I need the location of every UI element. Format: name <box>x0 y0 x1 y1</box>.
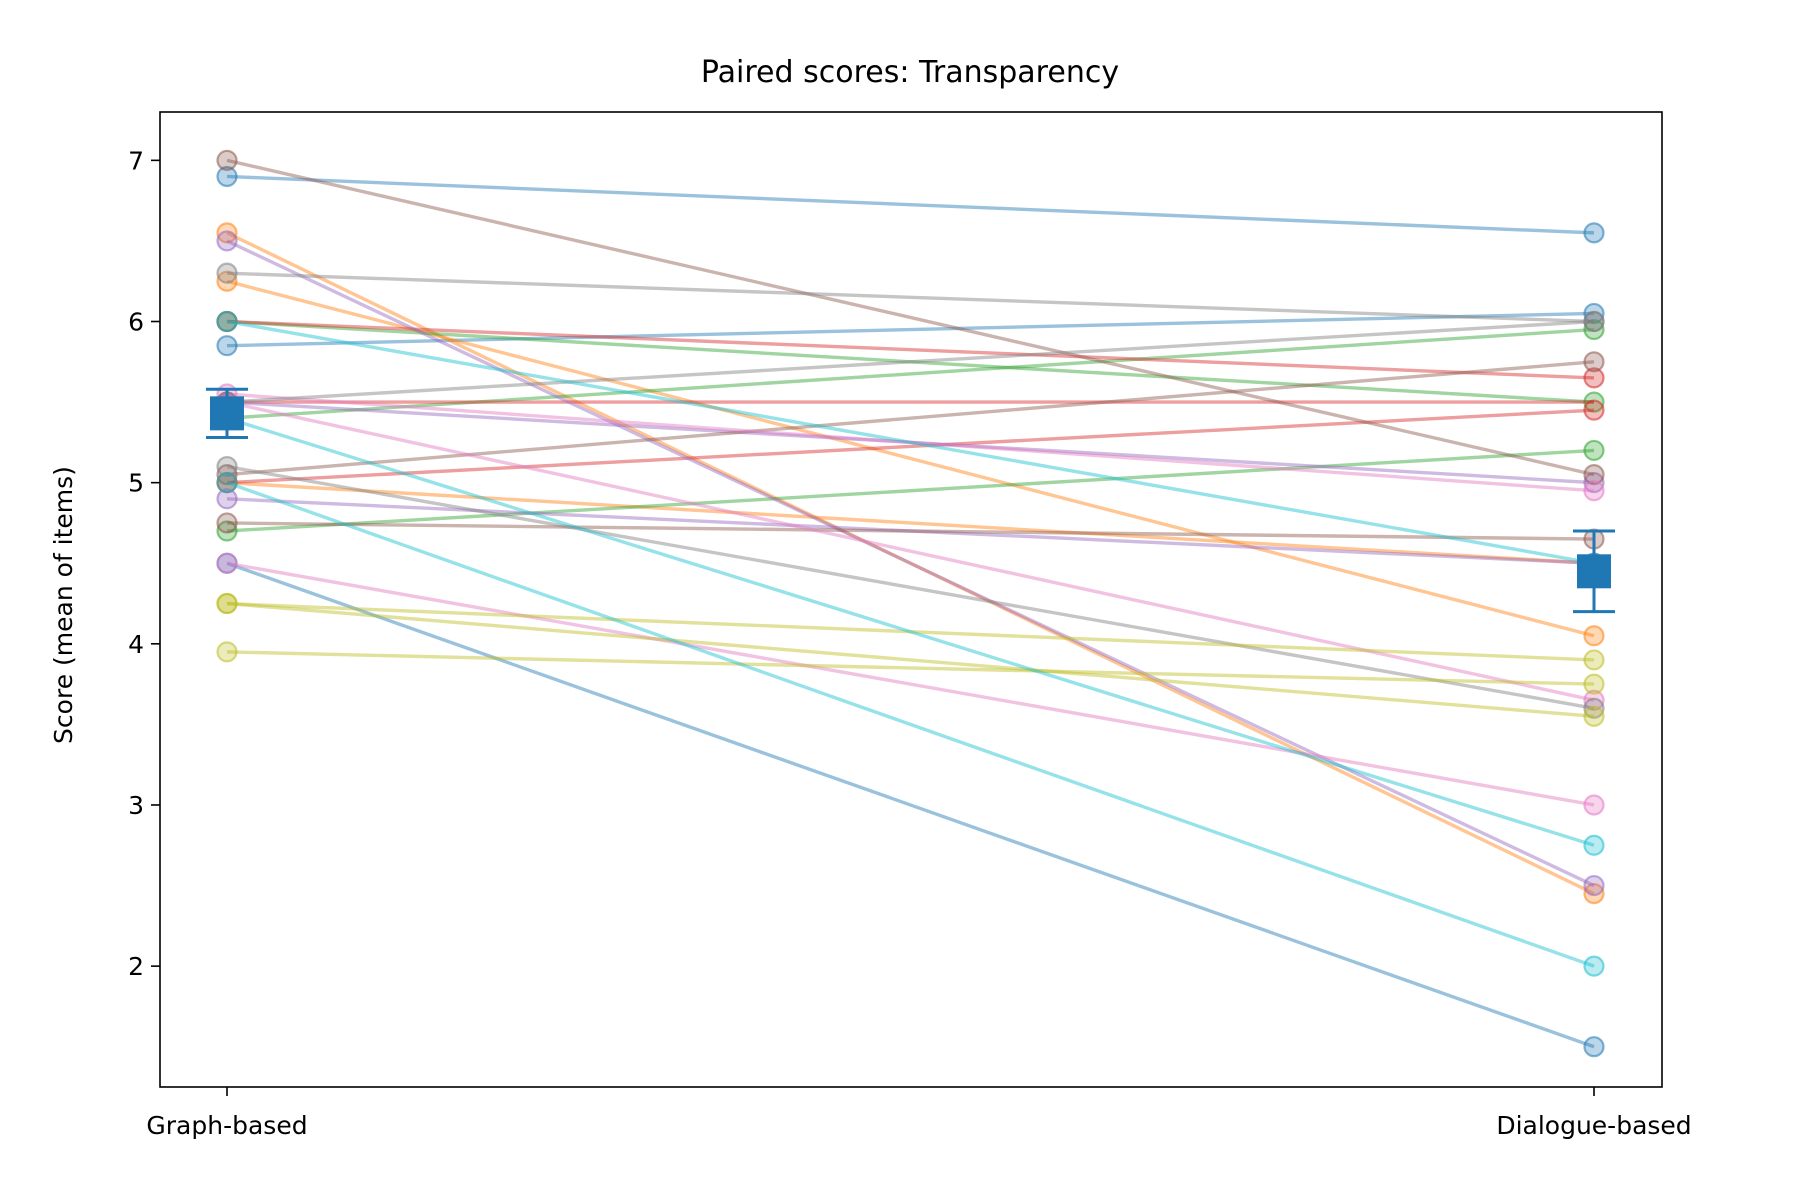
pair-point <box>1583 351 1605 373</box>
y-axis-label: Score (mean of items) <box>49 466 78 744</box>
pair-line <box>226 408 1595 485</box>
pair-point <box>216 222 238 244</box>
pair-point <box>1583 649 1605 671</box>
pair-line <box>226 481 1595 968</box>
pair-line <box>226 497 1595 565</box>
pair-line <box>226 561 1595 1049</box>
pair-line <box>226 231 1595 896</box>
pair-point <box>216 472 238 494</box>
pair-point <box>1583 874 1605 897</box>
pair-point <box>216 512 238 534</box>
pair-line <box>226 464 1595 710</box>
pair-point <box>1583 391 1605 413</box>
pair-point <box>1583 794 1605 816</box>
pair-point <box>1583 399 1605 421</box>
pair-point <box>216 641 238 663</box>
pair-line <box>226 561 1595 807</box>
pair-point <box>1583 464 1605 486</box>
pair-line <box>226 271 1595 324</box>
plot-area: 2 3 4 5 6 7 Graph-based Dialogue-based <box>128 111 1692 1140</box>
pair-point <box>1583 318 1605 341</box>
pair-point <box>1583 222 1605 244</box>
pair-point <box>1583 689 1605 711</box>
pair-line <box>226 448 1595 533</box>
pair-point <box>216 165 238 188</box>
mean-marker <box>1577 554 1611 589</box>
pair-point <box>216 230 238 252</box>
pair-line <box>226 400 1595 702</box>
pair-point <box>1583 310 1605 333</box>
y-tick-label: 4 <box>128 630 144 659</box>
x-tick-label: Graph-based <box>146 1111 307 1140</box>
pair-point <box>1583 1036 1605 1058</box>
pair-point <box>216 149 238 171</box>
pair-point <box>216 464 238 486</box>
pair-point <box>216 262 238 284</box>
pair-line <box>226 400 1595 485</box>
y-tick-label: 6 <box>128 308 144 337</box>
pair-line <box>226 480 1595 565</box>
pair-point <box>1583 834 1605 856</box>
pair-line <box>226 521 1595 541</box>
y-tick-label: 5 <box>128 469 144 498</box>
pair-point <box>1583 705 1605 727</box>
chart-title: Paired scores: Transparency <box>701 55 1119 90</box>
pair-line <box>226 158 1595 477</box>
pair-point <box>1583 472 1605 494</box>
x-tick-label: Dialogue-based <box>1496 1111 1691 1140</box>
pair-line <box>226 174 1595 235</box>
pair-point <box>216 592 238 615</box>
pair-line <box>226 360 1595 477</box>
pair-line <box>226 279 1595 638</box>
pair-point <box>216 455 238 478</box>
pair-point <box>1583 302 1605 325</box>
pair-line <box>226 319 1595 565</box>
pair-line <box>226 311 1595 348</box>
pair-line <box>226 601 1595 719</box>
pair-line <box>226 392 1595 493</box>
pair-point <box>1583 955 1605 977</box>
pair-line <box>226 239 1595 888</box>
mean-marker <box>210 396 244 431</box>
pair-line <box>226 416 1595 847</box>
plot-frame <box>159 111 1663 1088</box>
pair-point <box>1583 367 1605 389</box>
pair-line <box>226 319 1595 404</box>
pair-point <box>216 310 238 333</box>
pair-point <box>1583 673 1605 695</box>
pair-point <box>1583 480 1605 502</box>
pair-point <box>216 488 238 510</box>
y-tick-label: 3 <box>128 791 144 820</box>
pair-point <box>1583 697 1605 719</box>
pair-line <box>226 327 1595 420</box>
y-tick-label: 7 <box>128 146 144 175</box>
pair-line <box>226 319 1595 380</box>
pair-line <box>226 319 1595 404</box>
pair-point <box>1583 625 1605 647</box>
y-tick-label: 2 <box>128 952 144 981</box>
pair-point <box>216 520 238 542</box>
pair-point <box>1583 883 1605 905</box>
pair-line <box>226 601 1595 662</box>
pair-point <box>216 335 238 357</box>
pair-point <box>216 552 238 574</box>
pair-line <box>226 650 1595 686</box>
pair-point <box>1583 439 1605 462</box>
pair-point <box>216 270 238 292</box>
